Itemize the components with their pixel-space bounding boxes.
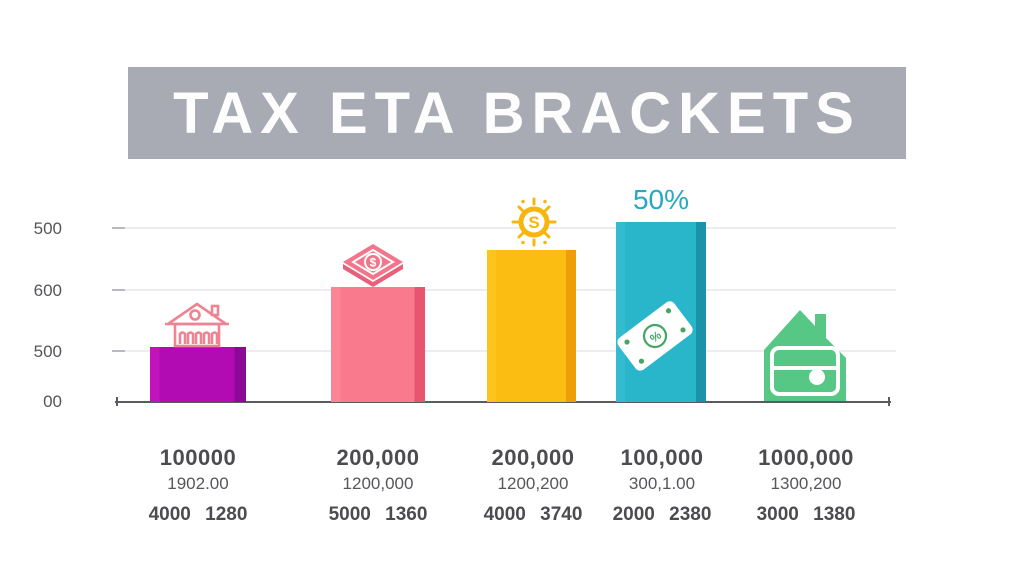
y-tick-mark [112,227,125,229]
bar-label-group: 100,000 300,1.00 2000 2380 [576,445,748,526]
green-house-bar [764,310,846,401]
bar-label-tertiary: 3000 1380 [756,504,856,525]
x-axis-left-tick [116,397,118,406]
sun-glyph: S [528,213,539,232]
x-axis-right-tick [888,397,890,406]
y-tick-label: 00 [43,392,62,411]
x-axis-line [115,401,891,403]
y-tick-mark [112,350,125,352]
bar-label-tertiary: 4000 3740 [483,504,583,525]
bar-label-group: 200,000 1200,200 4000 3740 [447,445,619,526]
y-tick-label: 500 [33,219,62,238]
bar-label-tertiary: 5000 1360 [328,504,428,525]
y-tick-mark [112,289,125,291]
bar-label-secondary: 300,1.00 [628,474,696,493]
bar-label-secondary: 1200,000 [342,474,414,493]
bar-purple [150,347,246,402]
gridline [120,227,896,229]
bar-pink [331,287,425,402]
bar-label-tertiary: 2000 2380 [612,504,712,525]
page-title: TAX ETA BRACKETS [173,80,861,146]
bar-label-primary: 1000,000 [758,445,854,470]
title-banner: TAX ETA BRACKETS [128,67,906,159]
bar-label-primary: 100,000 [620,445,704,470]
sun-dollar-icon: S [511,197,557,247]
bar-label-secondary: 1902.00 [167,474,229,493]
bar-label-group: 200,000 1200,000 5000 1360 [292,445,464,526]
y-tick-label: 600 [33,281,62,300]
house-outline-icon [165,302,229,348]
money-stack-glyph: $ [370,256,377,270]
bar-label-primary: 100000 [159,445,237,470]
banknote-icon: % [617,301,693,371]
bar-label-tertiary: 4000 1280 [148,504,248,525]
bar-yellow [487,250,576,402]
annotation-50-percent: 50% [632,184,690,215]
y-tick-label: 500 [33,342,62,361]
bar-label-secondary: 1200,200 [497,474,569,493]
bar-label-group: 1000,000 1300,200 3000 1380 [720,445,892,526]
bar-label-primary: 200,000 [336,445,420,470]
bar-label-secondary: 1300,200 [770,474,842,493]
bar-label-primary: 200,000 [491,445,575,470]
money-stack-icon: $ [343,244,403,287]
bar-label-group: 100000 1902.00 4000 1280 [112,445,284,526]
